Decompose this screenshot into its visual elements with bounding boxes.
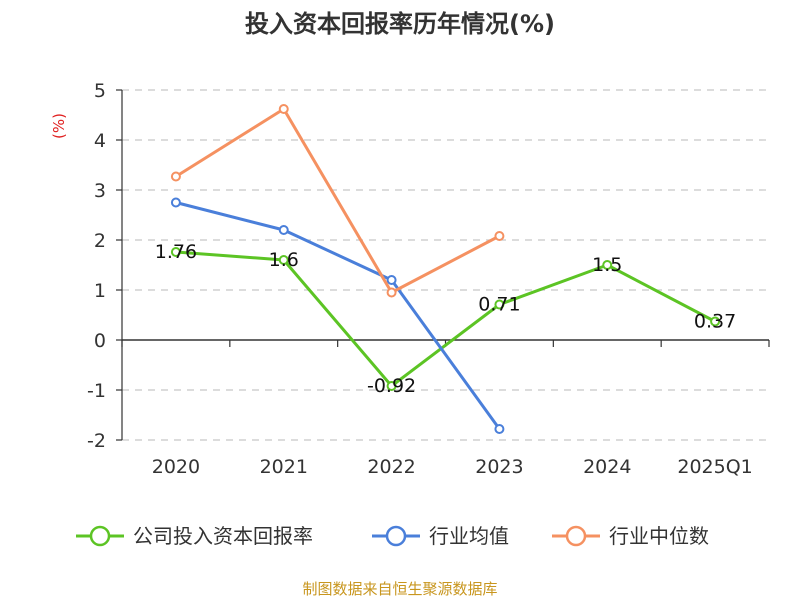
data-point[interactable]	[386, 275, 397, 285]
legend-marker-icon	[385, 525, 407, 547]
y-tick-label: 5	[94, 80, 106, 102]
data-label: 1.76	[155, 241, 197, 263]
legend-marker-icon	[89, 525, 111, 547]
x-tick-label: 2020	[152, 456, 200, 478]
data-labels: 1.76 1.6 -0.92 0.71 1.5 0.37	[155, 241, 736, 397]
data-point[interactable]	[170, 197, 181, 208]
legend[interactable]: 公司投入资本回报率 行业均值 行业中位数	[76, 524, 709, 548]
data-label: 0.71	[478, 294, 520, 316]
data-point[interactable]	[386, 381, 397, 391]
data-point[interactable]	[170, 247, 181, 257]
y-tick-label: 1	[94, 280, 106, 302]
data-point[interactable]	[278, 255, 289, 265]
data-point[interactable]	[278, 225, 289, 235]
legend-item-1[interactable]: 行业均值	[372, 524, 509, 548]
data-label: 1.5	[592, 254, 622, 276]
y-tick-label: -1	[87, 380, 106, 402]
data-label: 0.37	[694, 311, 736, 333]
legend-item-2[interactable]: 行业中位数	[552, 524, 709, 548]
axes: 5 4 3 2 1 0 -1 -2 2020 2021 2022 2023 2024 2025Q1	[87, 80, 770, 478]
series-line-1	[175, 201, 501, 430]
legend-label: 行业均值	[429, 524, 509, 548]
legend-label: 公司投入资本回报率	[133, 524, 313, 548]
data-point[interactable]	[494, 231, 505, 241]
x-tick-label: 2021	[260, 456, 308, 478]
legend-marker-icon	[565, 525, 587, 547]
data-point[interactable]	[170, 171, 181, 182]
y-axis-label: (%)	[50, 113, 68, 139]
legend-label: 行业中位数	[609, 524, 709, 548]
y-tick-label: 0	[94, 330, 106, 352]
data-point[interactable]	[710, 316, 721, 327]
series-line-2	[175, 107, 501, 294]
series-lines	[170, 104, 721, 434]
y-tick-label: -2	[87, 430, 106, 452]
data-point[interactable]	[602, 260, 613, 270]
grid-lines	[122, 89, 769, 441]
data-label: -0.92	[367, 375, 416, 397]
chart-title: 投入资本回报率历年情况(%)	[245, 10, 555, 38]
source-note: 制图数据来自恒生聚源数据库	[302, 580, 497, 598]
data-label: 1.6	[269, 249, 299, 271]
data-point[interactable]	[386, 287, 397, 298]
series-line-0	[175, 250, 716, 388]
data-point[interactable]	[494, 299, 505, 310]
y-tick-label: 4	[94, 130, 106, 152]
legend-item-0[interactable]: 公司投入资本回报率	[76, 524, 313, 548]
x-tick-label: 2025Q1	[677, 456, 752, 478]
data-point[interactable]	[278, 104, 289, 114]
y-tick-label: 2	[94, 230, 106, 252]
x-tick-label: 2022	[367, 456, 415, 478]
x-tick-label: 2024	[583, 456, 631, 478]
y-tick-label: 3	[94, 180, 106, 202]
data-point[interactable]	[494, 424, 505, 434]
x-tick-label: 2023	[475, 456, 523, 478]
